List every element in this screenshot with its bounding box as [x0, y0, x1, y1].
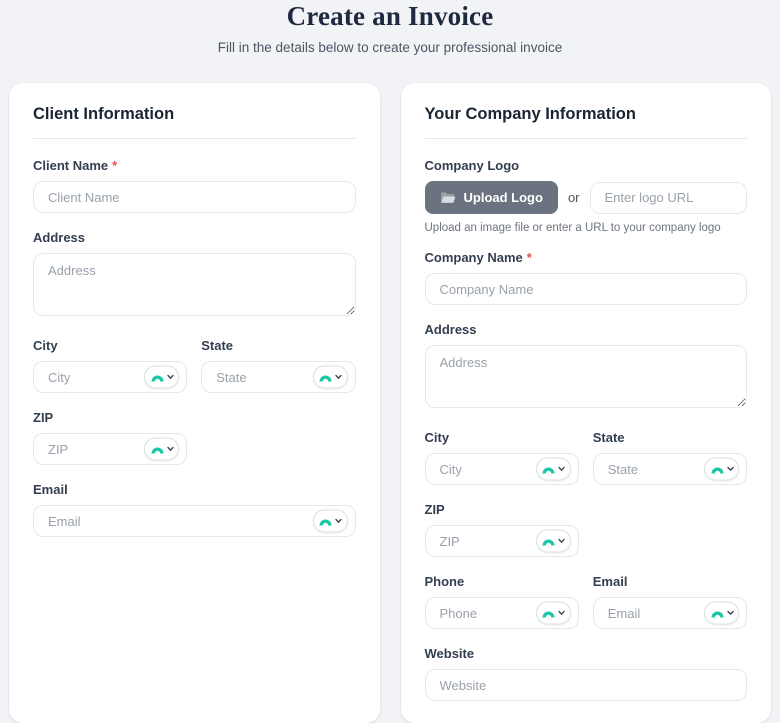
company-state-field: State: [592, 430, 747, 486]
password-manager-logo-icon: [542, 539, 555, 546]
password-manager-logo-icon: [151, 447, 164, 454]
password-manager-logo-icon: [542, 611, 555, 618]
client-city-label: City: [33, 338, 58, 354]
autofill-extension-button[interactable]: [535, 601, 571, 625]
company-phone-email-row: Phone Email: [424, 574, 747, 630]
autofill-extension-button[interactable]: [535, 529, 571, 553]
logo-url-input[interactable]: [589, 181, 747, 214]
or-text: or: [567, 190, 580, 206]
company-website-label: Website: [424, 646, 475, 662]
company-zip-field: ZIP: [424, 502, 579, 558]
required-asterisk: *: [526, 250, 532, 266]
logo-helper-text: Upload an image file or enter a URL to y…: [424, 222, 721, 235]
password-manager-logo-icon: [542, 467, 555, 474]
password-manager-logo-icon: [151, 375, 164, 382]
company-panel-heading: Your Company Information: [424, 105, 747, 140]
client-information-panel: Client Information Client Name* Address …: [9, 83, 380, 723]
password-manager-logo-icon: [711, 467, 723, 474]
company-address-textarea[interactable]: [424, 345, 747, 409]
chevron-down-icon: [558, 467, 565, 472]
client-zip-row: ZIP: [33, 410, 356, 466]
company-phone-label: Phone: [424, 574, 465, 590]
client-city-state-row: City State: [33, 338, 356, 394]
page-subtitle: Fill in the details below to create your…: [217, 40, 563, 56]
chevron-down-icon: [335, 375, 342, 380]
company-name-input[interactable]: [424, 273, 747, 306]
company-email-field: Email: [592, 574, 747, 630]
autofill-extension-button[interactable]: [312, 365, 348, 389]
chevron-down-icon: [167, 375, 174, 380]
client-state-field: State: [201, 338, 356, 394]
company-name-label: Company Name *: [424, 250, 532, 266]
company-website-input[interactable]: [424, 669, 747, 702]
spacer: [201, 410, 355, 465]
company-logo-label: Company Logo: [424, 158, 520, 174]
company-zip-label: ZIP: [424, 502, 445, 518]
chevron-down-icon: [726, 611, 734, 616]
client-city-field: City: [33, 338, 188, 394]
client-zip-field: ZIP: [33, 410, 188, 466]
autofill-extension-button[interactable]: [704, 457, 739, 481]
company-phone-field: Phone: [424, 574, 579, 630]
folder-icon: [440, 192, 455, 204]
company-state-label: State: [592, 430, 625, 446]
autofill-extension-button[interactable]: [144, 365, 180, 389]
client-name-field: Client Name *: [33, 158, 356, 214]
autofill-extension-button[interactable]: [704, 601, 739, 625]
required-asterisk: *: [112, 158, 118, 174]
company-information-panel: Your Company Information Company Logo Up…: [400, 83, 771, 723]
chevron-down-icon: [558, 539, 565, 544]
client-name-input[interactable]: [33, 181, 356, 214]
autofill-extension-button[interactable]: [312, 509, 348, 533]
client-address-field: Address: [33, 230, 356, 321]
company-panel-title: Your Company Information: [424, 105, 636, 124]
client-address-label: Address: [33, 230, 86, 246]
company-address-field: Address: [424, 322, 747, 413]
company-city-label: City: [424, 430, 450, 446]
autofill-extension-button[interactable]: [535, 457, 571, 481]
chevron-down-icon: [167, 447, 174, 452]
page-header: Create an Invoice Fill in the details be…: [0, 0, 780, 56]
page-title: Create an Invoice: [286, 1, 494, 31]
company-address-label: Address: [424, 322, 477, 338]
spacer: [593, 502, 747, 557]
company-website-field: Website: [424, 646, 747, 702]
client-email-input[interactable]: [33, 505, 356, 538]
chevron-down-icon: [726, 467, 734, 472]
chevron-down-icon: [335, 519, 342, 524]
company-logo-field: Company Logo Upload Logo or Upload an im…: [424, 158, 747, 235]
client-email-label: Email: [33, 482, 68, 498]
company-city-field: City: [424, 430, 579, 486]
company-zip-row: ZIP: [424, 502, 748, 558]
client-email-field: Email: [33, 482, 356, 538]
client-panel-title: Client Information: [33, 105, 175, 124]
password-manager-logo-icon: [319, 519, 332, 526]
chevron-down-icon: [558, 611, 565, 616]
form-panels: Client Information Client Name* Address …: [0, 83, 780, 723]
client-name-label: Client Name *: [33, 158, 118, 174]
company-email-label: Email: [592, 574, 628, 590]
client-state-label: State: [201, 338, 234, 354]
upload-logo-button[interactable]: Upload Logo: [424, 181, 558, 215]
password-manager-logo-icon: [319, 375, 332, 382]
client-address-textarea[interactable]: [33, 253, 356, 317]
client-zip-label: ZIP: [33, 410, 54, 426]
autofill-extension-button[interactable]: [144, 437, 180, 461]
client-panel-heading: Client Information: [33, 105, 356, 140]
password-manager-logo-icon: [711, 611, 723, 618]
company-name-field: Company Name *: [424, 250, 747, 306]
upload-logo-button-label: Upload Logo: [463, 190, 543, 206]
company-city-state-row: City State: [424, 430, 747, 486]
